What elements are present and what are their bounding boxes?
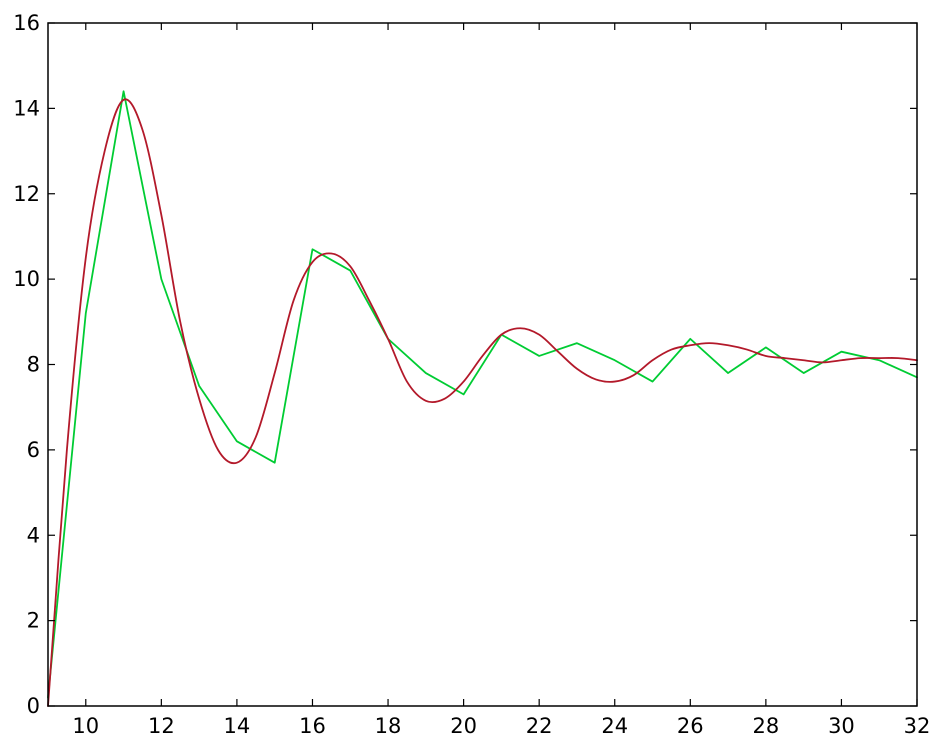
series-layer [47, 90, 918, 707]
x-tick-label: 24 [601, 714, 628, 738]
y-tick-label: 16 [13, 11, 40, 35]
x-tick-label: 20 [450, 714, 477, 738]
y-tick-label: 12 [13, 182, 40, 206]
y-tick-label: 10 [13, 267, 40, 291]
y-tick-label: 14 [13, 96, 40, 120]
y-tick-label: 2 [27, 609, 40, 633]
x-tick-label: 16 [299, 714, 326, 738]
plot-area-frame [47, 22, 918, 707]
y-tick-label: 8 [27, 353, 40, 377]
x-tick-label: 32 [904, 714, 931, 738]
series-line-2 [47, 98, 918, 707]
x-tick-label: 30 [828, 714, 855, 738]
y-tick-label: 6 [27, 438, 40, 462]
y-tick-label: 0 [27, 694, 40, 718]
x-tick-label: 26 [677, 714, 704, 738]
x-tick-label: 12 [148, 714, 175, 738]
y-tick-label: 4 [27, 523, 40, 547]
x-tick-label: 14 [224, 714, 251, 738]
x-tick-label: 10 [72, 714, 99, 738]
x-tick-label: 18 [375, 714, 402, 738]
series-line-1 [47, 90, 918, 699]
x-tick-label: 22 [526, 714, 553, 738]
x-tick-label: 28 [753, 714, 780, 738]
